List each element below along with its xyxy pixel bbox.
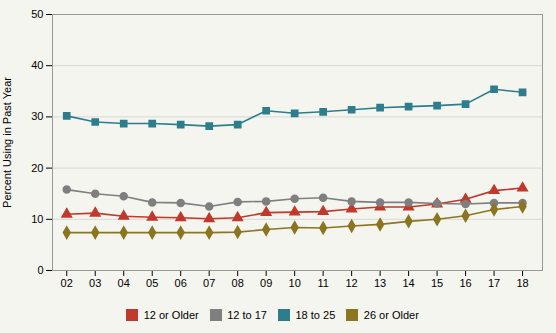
svg-text:15: 15 — [431, 277, 443, 289]
svg-text:12: 12 — [346, 277, 358, 289]
svg-text:04: 04 — [118, 277, 130, 289]
svg-text:09: 09 — [260, 277, 272, 289]
html-text:12 or Older: 12 or Older — [143, 308, 199, 321]
svg-text:50: 50 — [31, 8, 43, 20]
svg-text:20: 20 — [31, 162, 43, 174]
svg-text:05: 05 — [146, 277, 158, 289]
svg-text:14: 14 — [402, 277, 414, 289]
svg-text:40: 40 — [31, 59, 43, 71]
svg-text:18: 18 — [516, 277, 528, 289]
svg-text:17: 17 — [488, 277, 500, 289]
svg-text:10: 10 — [289, 277, 301, 289]
svg-text:10: 10 — [31, 213, 43, 225]
html-text:18 to 25: 18 to 25 — [295, 308, 336, 321]
html-text:26 or Older: 26 or Older — [363, 308, 419, 321]
svg-text:02: 02 — [61, 277, 73, 289]
svg-text:0: 0 — [37, 264, 43, 276]
svg-text:13: 13 — [374, 277, 386, 289]
html-text:12 to 17: 12 to 17 — [227, 308, 267, 321]
svg-text:07: 07 — [203, 277, 215, 289]
svg-text:Percent Using in Past Year: Percent Using in Past Year — [1, 77, 13, 208]
svg-text:30: 30 — [31, 110, 43, 122]
svg-text:16: 16 — [459, 277, 471, 289]
svg-text:08: 08 — [232, 277, 244, 289]
svg-text:03: 03 — [89, 277, 101, 289]
svg-text:06: 06 — [175, 277, 187, 289]
svg-text:11: 11 — [317, 277, 328, 289]
